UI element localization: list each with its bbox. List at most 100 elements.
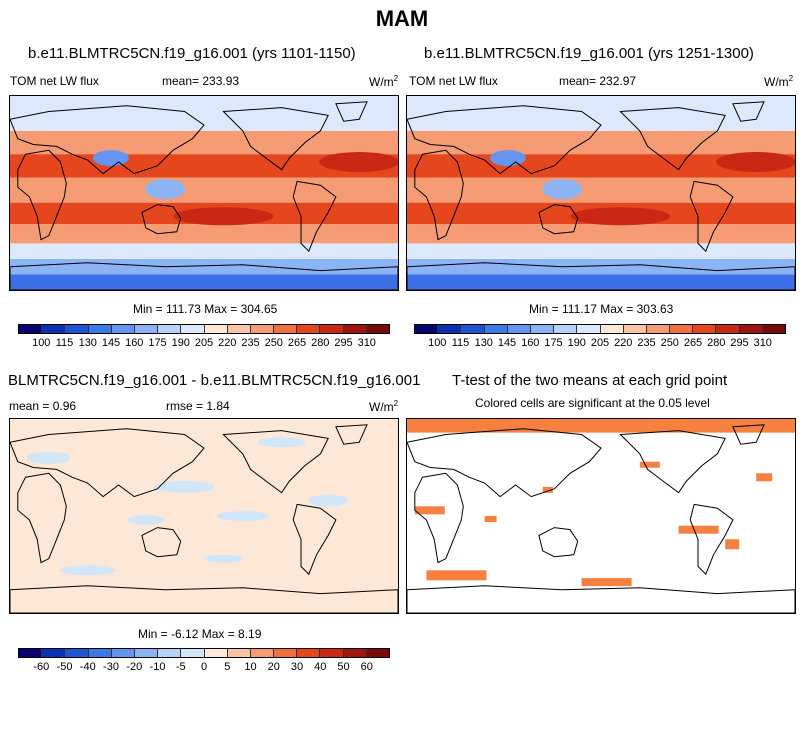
colorbar-swatch [670, 325, 694, 333]
sig-arctic [407, 419, 795, 433]
band-antarctic [10, 274, 398, 290]
panel1-units: W/m2 [369, 74, 399, 89]
colorbar-swatch [438, 325, 462, 333]
significant-cells [484, 516, 497, 522]
significant-cells [581, 578, 632, 587]
negative-diff-area [59, 565, 116, 576]
colorbar-swatch [297, 325, 321, 333]
negative-diff-area [216, 511, 269, 521]
significant-cells [414, 506, 445, 515]
colorbar-swatch [530, 325, 555, 333]
colorbar-swatch [227, 649, 251, 657]
panel3-rmse-label: rmse = 1.84 [166, 399, 230, 413]
colorbar-tick-label: 30 [290, 661, 304, 673]
band-north-midlat [407, 111, 795, 131]
colorbar-swatch [111, 649, 135, 657]
coastline [10, 262, 398, 290]
colorbar-swatch [181, 325, 205, 333]
negative-diff-area [308, 494, 349, 507]
panel1-mean-label: mean= 233.93 [162, 74, 240, 88]
coastline [414, 149, 464, 241]
coastline [222, 430, 329, 494]
colorbar-tick-label: 0 [200, 661, 208, 673]
colorbar-swatch [343, 649, 367, 657]
significant-cells [426, 570, 487, 581]
coastlines [10, 101, 398, 290]
band-southern-ocean [407, 243, 795, 259]
colorbar-tick-label: 310 [357, 337, 376, 349]
coastline [17, 149, 67, 241]
warm-region-south-pacific [173, 207, 274, 226]
colorbar-swatch [716, 325, 740, 333]
band-north-midlat [10, 111, 398, 131]
significant-cells [678, 525, 719, 534]
panel1-map [9, 95, 399, 291]
colorbar-swatch [577, 325, 601, 333]
colorbar-swatch [343, 325, 367, 333]
panel2-colorbar [414, 324, 786, 334]
panel4-title: T-test of the two means at each grid poi… [452, 372, 728, 389]
colorbar-swatch [19, 649, 43, 657]
panel4-map-field [407, 419, 795, 613]
coastlines [407, 101, 795, 290]
panel2-mean-label: mean= 232.97 [559, 74, 637, 88]
panel2-title: b.e11.BLMTRC5CN.f19_g16.001 (yrs 1251-13… [424, 45, 754, 62]
panel2-map-field [407, 96, 795, 290]
band-antarctic [407, 274, 795, 290]
colorbar-swatch [227, 325, 251, 333]
panel3-title: BLMTRC5CN.f19_g16.001 - b.e11.BLMTRC5CN.… [8, 372, 421, 389]
colorbar-swatch [250, 325, 275, 333]
warm-region-atlantic [716, 151, 795, 172]
colorbar-swatch [739, 325, 763, 333]
colorbar-swatch [158, 649, 182, 657]
colorbar-swatch [204, 325, 228, 333]
colorbar-tick-label: 160 [125, 337, 144, 349]
colorbar-swatch [623, 325, 647, 333]
coastline [335, 424, 368, 445]
colorbar-swatch [415, 325, 439, 333]
coastline [732, 424, 765, 445]
warm-pool-convection [145, 179, 186, 200]
colorbar-swatch [600, 325, 624, 333]
colorbar-swatch [181, 649, 205, 657]
colorbar-swatch [484, 325, 508, 333]
panel1-colorbar [18, 324, 390, 334]
colorbar-tick-label: 310 [753, 337, 772, 349]
colorbar-tick-label: 250 [264, 337, 283, 349]
colorbar-tick-label: 60 [360, 661, 373, 673]
colorbar-swatch [274, 649, 298, 657]
colorbar-swatch [111, 325, 135, 333]
coastline [17, 472, 67, 564]
figure-title: MAM [375, 6, 429, 31]
panel3-colorbar [18, 648, 390, 658]
panel3-units: W/m2 [369, 399, 399, 414]
band-south-midlat [10, 224, 398, 244]
band-north-subtropic [10, 130, 398, 155]
coastline [407, 262, 795, 290]
colorbar-tick-label: 20 [267, 661, 280, 673]
colorbar-tick-label: 5 [224, 661, 231, 673]
coastline [10, 105, 205, 175]
colorbar-swatch [320, 649, 344, 657]
colorbar-swatch [158, 325, 182, 333]
colorbar-swatch [274, 325, 298, 333]
significant-cells [639, 461, 660, 468]
colorbar-tick-label: 115 [55, 337, 74, 349]
negative-diff-area [203, 554, 244, 563]
coastline [619, 430, 726, 494]
colorbar-tick-label: 265 [287, 337, 307, 349]
coastline [141, 527, 182, 558]
colorbar-tick-label: 10 [244, 661, 257, 673]
colorbar-swatch [134, 649, 159, 657]
coastline [292, 180, 337, 253]
colorbar-tick-label: 205 [194, 337, 214, 349]
colorbar-tick-label: 145 [101, 337, 121, 349]
colorbar-tick-label: 190 [567, 337, 586, 349]
colorbar-swatch [42, 325, 66, 333]
colorbar-swatch [693, 325, 717, 333]
panel3-minmax: Min = -6.12 Max = 8.19 [138, 627, 262, 641]
panel3-map-field [10, 419, 398, 613]
colorbar-swatch [65, 649, 89, 657]
coastline [335, 101, 368, 122]
coastline [407, 428, 602, 498]
